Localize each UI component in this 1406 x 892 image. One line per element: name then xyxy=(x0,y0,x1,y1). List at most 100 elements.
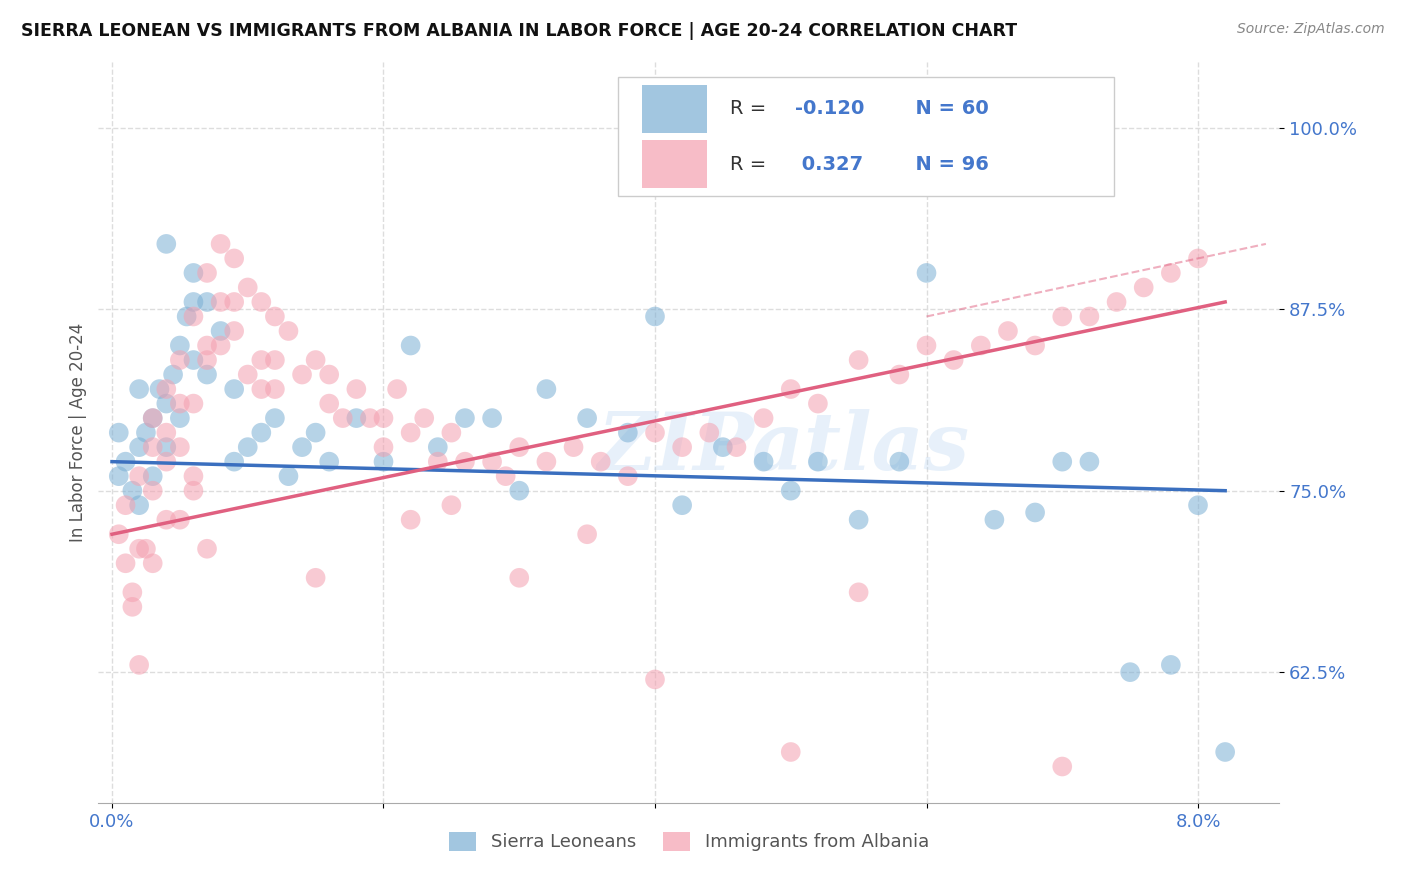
Point xyxy=(155,440,177,454)
Point xyxy=(1105,295,1128,310)
Bar xyxy=(641,85,707,133)
Point xyxy=(169,411,191,425)
Point xyxy=(426,440,449,454)
Point xyxy=(344,411,367,425)
Point xyxy=(1119,665,1142,680)
Point xyxy=(536,455,558,469)
Point xyxy=(128,657,150,672)
Point xyxy=(848,513,870,527)
Point xyxy=(135,541,157,556)
Point xyxy=(1052,455,1074,469)
Point xyxy=(495,469,517,483)
Point xyxy=(481,411,503,425)
Text: N = 96: N = 96 xyxy=(901,154,988,174)
Point xyxy=(128,440,150,454)
Point xyxy=(169,353,191,368)
Point xyxy=(155,236,177,251)
Point xyxy=(195,338,218,352)
Legend: Sierra Leoneans, Immigrants from Albania: Sierra Leoneans, Immigrants from Albania xyxy=(440,823,938,861)
Point xyxy=(142,440,165,454)
Point xyxy=(209,338,232,352)
Point xyxy=(359,411,381,425)
Point xyxy=(1024,506,1046,520)
Text: R =: R = xyxy=(730,154,773,174)
Point xyxy=(121,599,143,614)
Point xyxy=(318,396,340,410)
Point xyxy=(224,382,246,396)
Point xyxy=(711,440,734,454)
Point xyxy=(752,455,775,469)
Point xyxy=(1078,310,1101,324)
Point xyxy=(399,513,422,527)
Point xyxy=(589,455,612,469)
Point xyxy=(617,425,640,440)
Point xyxy=(209,295,232,310)
Point xyxy=(508,483,530,498)
Point xyxy=(236,440,259,454)
Point xyxy=(848,585,870,599)
Point xyxy=(114,556,136,570)
Point xyxy=(454,411,477,425)
Point xyxy=(142,411,165,425)
Point xyxy=(536,382,558,396)
Point xyxy=(142,483,165,498)
Point xyxy=(915,817,938,831)
Point xyxy=(304,353,326,368)
Point xyxy=(183,483,205,498)
Point xyxy=(128,382,150,396)
Point xyxy=(915,266,938,280)
Point xyxy=(644,310,666,324)
Point xyxy=(454,455,477,469)
Point xyxy=(224,324,246,338)
Point xyxy=(440,498,463,512)
Point xyxy=(142,411,165,425)
Point xyxy=(1187,252,1209,266)
Point xyxy=(1078,455,1101,469)
Text: 0.327: 0.327 xyxy=(796,154,863,174)
Point xyxy=(155,396,177,410)
Point xyxy=(209,236,232,251)
Point xyxy=(169,513,191,527)
Point xyxy=(426,455,449,469)
Point xyxy=(576,527,599,541)
Point xyxy=(508,571,530,585)
Point xyxy=(1160,266,1182,280)
Point xyxy=(291,368,314,382)
Point xyxy=(385,382,408,396)
Point xyxy=(250,382,273,396)
Point xyxy=(236,280,259,294)
Point xyxy=(779,483,801,498)
Point xyxy=(169,440,191,454)
Point xyxy=(183,310,205,324)
Point xyxy=(264,353,287,368)
Point xyxy=(128,498,150,512)
Point xyxy=(617,469,640,483)
Point xyxy=(942,353,965,368)
Point xyxy=(1132,280,1154,294)
Point xyxy=(107,425,129,440)
Point xyxy=(264,382,287,396)
Point xyxy=(107,527,129,541)
Text: ZIPatlas: ZIPatlas xyxy=(598,409,970,486)
Point xyxy=(224,252,246,266)
Point xyxy=(107,469,129,483)
Point xyxy=(779,382,801,396)
Point xyxy=(373,455,395,469)
Point xyxy=(142,469,165,483)
Point xyxy=(195,368,218,382)
Point xyxy=(413,411,436,425)
Point xyxy=(169,338,191,352)
Point xyxy=(128,541,150,556)
Point xyxy=(209,324,232,338)
Point xyxy=(135,425,157,440)
Point xyxy=(264,411,287,425)
Point xyxy=(1024,338,1046,352)
Point xyxy=(332,411,354,425)
Point xyxy=(1052,759,1074,773)
Point xyxy=(752,411,775,425)
Point xyxy=(155,382,177,396)
Point xyxy=(155,455,177,469)
Text: -0.120: -0.120 xyxy=(796,99,865,119)
Point xyxy=(508,440,530,454)
Point xyxy=(344,382,367,396)
